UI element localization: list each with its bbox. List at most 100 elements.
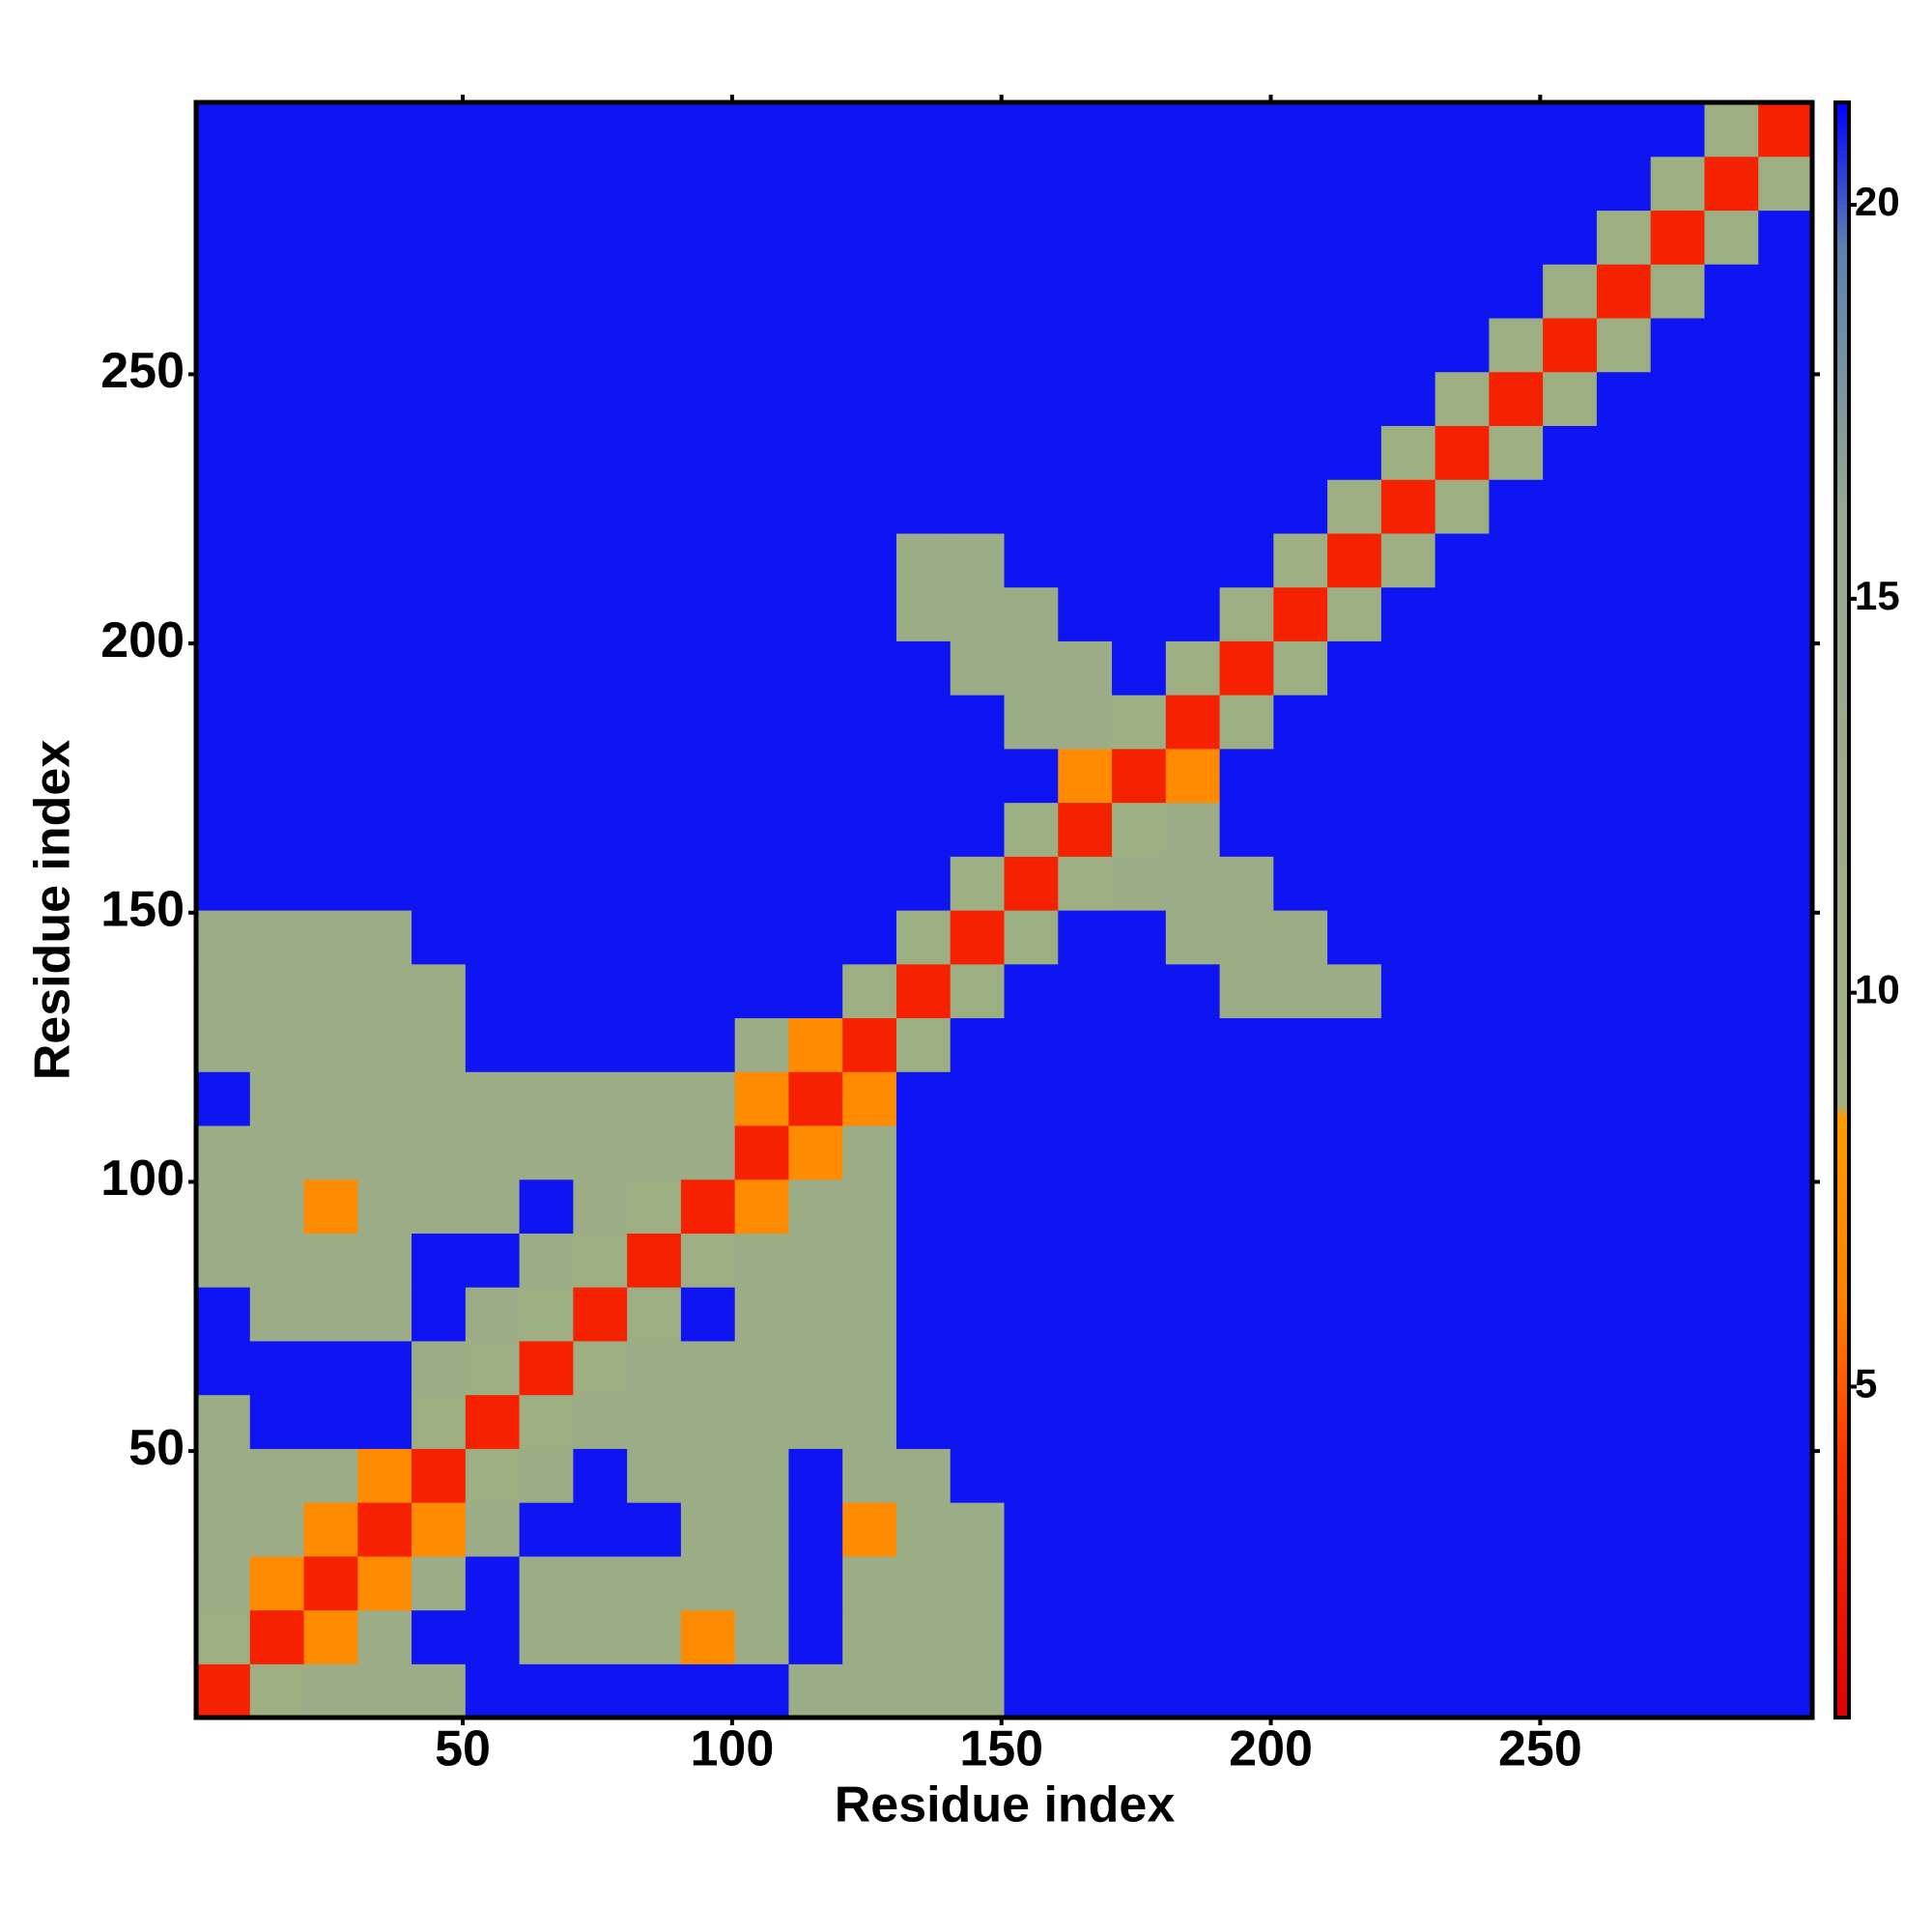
heatmap-cell [1650, 479, 1706, 534]
heatmap-cell [1758, 1394, 1812, 1449]
heatmap-cell [734, 156, 790, 212]
heatmap-cell [1219, 856, 1274, 911]
heatmap-cell [680, 1394, 736, 1449]
heatmap-cell [412, 1340, 467, 1396]
heatmap-cell [1112, 1071, 1167, 1126]
heatmap-cell [465, 210, 521, 265]
heatmap-cell [303, 1394, 358, 1449]
heatmap-cell [895, 1017, 952, 1072]
heatmap-cell [465, 963, 521, 1019]
heatmap-cell [1650, 748, 1706, 804]
heatmap-cell [357, 856, 412, 911]
heatmap-cell [303, 856, 358, 911]
heatmap-cell [627, 1555, 682, 1611]
heatmap-cell [357, 1448, 412, 1503]
heatmap-cell [734, 102, 790, 157]
heatmap-cell [1112, 856, 1167, 911]
heatmap-cell [1327, 210, 1382, 265]
heatmap-cell [1704, 1124, 1759, 1180]
heatmap-cell [1704, 264, 1759, 319]
heatmap-cell [1112, 425, 1167, 480]
heatmap-cell [249, 1555, 305, 1611]
heatmap-cell [303, 1340, 358, 1396]
heatmap-cell [1704, 1663, 1759, 1718]
heatmap-cell [573, 1609, 628, 1664]
heatmap-cell [357, 963, 412, 1019]
heatmap-cell [1543, 210, 1598, 265]
heatmap-cell [303, 479, 358, 534]
heatmap-cell [519, 910, 574, 965]
heatmap-cell [1650, 1555, 1706, 1611]
heatmap-cell [680, 1502, 736, 1557]
heatmap-cell [1327, 586, 1382, 641]
heatmap-cell [249, 1448, 305, 1503]
heatmap-cell [1435, 695, 1490, 750]
heatmap-cell [1273, 748, 1328, 804]
heatmap-cell [249, 1502, 305, 1557]
heatmap-cell [1058, 802, 1113, 857]
heatmap-cell [895, 1340, 952, 1396]
heatmap-cell [1543, 963, 1598, 1019]
heatmap-cell [1650, 1071, 1706, 1126]
heatmap-cell [412, 1448, 467, 1503]
heatmap-cell [1058, 264, 1113, 319]
heatmap-cell [1543, 640, 1598, 696]
heatmap-cell [1489, 102, 1544, 157]
heatmap-cell [627, 1233, 682, 1288]
heatmap-cell [1327, 748, 1382, 804]
heatmap-cell [1327, 963, 1382, 1019]
heatmap-cell [1273, 910, 1328, 965]
heatmap-cell [950, 1448, 1006, 1503]
heatmap-cell [196, 1071, 251, 1126]
heatmap-cell [412, 532, 467, 588]
heatmap-cell [1219, 1071, 1274, 1126]
heatmap-cell [1273, 586, 1328, 641]
heatmap-cell [1704, 371, 1759, 426]
heatmap-cell [895, 910, 952, 965]
heatmap-cell [1219, 1233, 1274, 1288]
heatmap-cell [1596, 856, 1652, 911]
heatmap-cell [734, 1394, 790, 1449]
heatmap-cell [412, 317, 467, 373]
heatmap-cell [303, 1448, 358, 1503]
heatmap-cell [1650, 640, 1706, 696]
heatmap-cell [1704, 1448, 1759, 1503]
heatmap-cell [950, 963, 1006, 1019]
heatmap-cell [573, 102, 628, 157]
heatmap-cell [1273, 102, 1328, 157]
heatmap-cell [1758, 532, 1812, 588]
heatmap-cell [1219, 1017, 1274, 1072]
heatmap-cell [1165, 371, 1221, 426]
heatmap-cell [196, 640, 251, 696]
heatmap-cell [895, 1448, 952, 1503]
heatmap-cell [1435, 586, 1490, 641]
plot-frame [193, 99, 1815, 1720]
heatmap-cell [1219, 1179, 1274, 1234]
heatmap-cell [519, 856, 574, 911]
heatmap-cell [1219, 1502, 1274, 1557]
heatmap-cell [1650, 695, 1706, 750]
heatmap-cell [680, 1448, 736, 1503]
heatmap-cell [1112, 1233, 1167, 1288]
heatmap-cell [1489, 1071, 1544, 1126]
heatmap-cell [465, 102, 521, 157]
heatmap-cell [1489, 695, 1544, 750]
heatmap-cell [196, 1502, 251, 1557]
heatmap-cell [1273, 1071, 1328, 1126]
heatmap-cell [196, 1179, 251, 1234]
heatmap-cell [465, 479, 521, 534]
heatmap-cell [842, 479, 897, 534]
heatmap-cell [1650, 1287, 1706, 1342]
heatmap-cell [412, 695, 467, 750]
heatmap-cell [842, 1663, 897, 1718]
heatmap-cell [465, 586, 521, 641]
heatmap-cell [573, 1287, 628, 1342]
heatmap-cell [1004, 1017, 1059, 1072]
heatmap-cell [1704, 856, 1759, 911]
heatmap-cell [1758, 210, 1812, 265]
heatmap-cell [1758, 1609, 1812, 1664]
heatmap-cell [1004, 317, 1059, 373]
heatmap-cell [1058, 695, 1113, 750]
heatmap-cell [1273, 1179, 1328, 1234]
heatmap-cell [950, 1233, 1006, 1288]
